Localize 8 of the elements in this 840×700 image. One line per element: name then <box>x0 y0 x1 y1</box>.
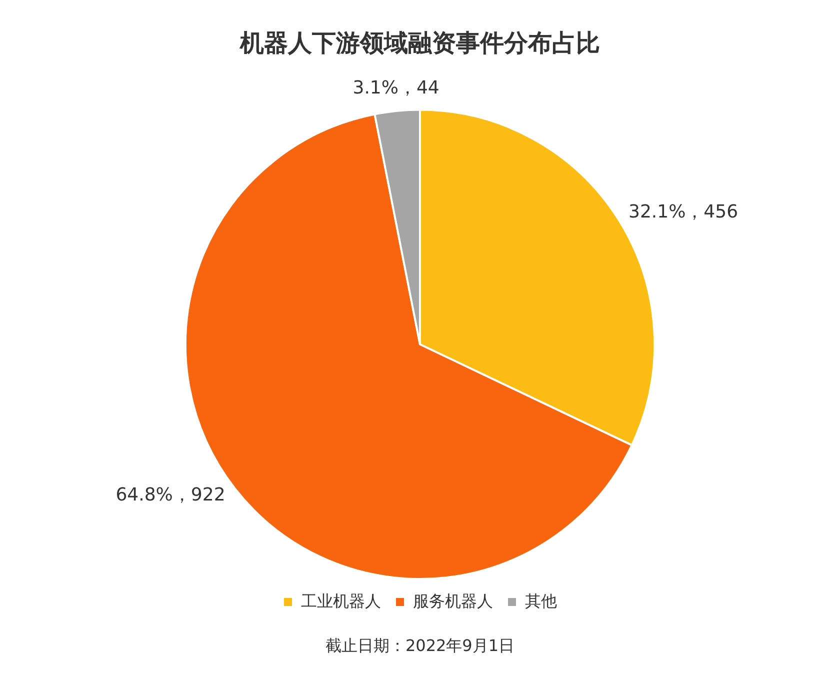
chart-title: 机器人下游领域融资事件分布占比 <box>239 30 600 58</box>
legend-label: 服务机器人 <box>413 592 493 610</box>
data-label: 32.1%，456 <box>628 201 738 222</box>
data-label: 64.8%，922 <box>116 484 226 506</box>
legend-label: 其他 <box>525 592 557 610</box>
data-label: 3.1%，44 <box>352 78 440 99</box>
text: 截止日期：2022年9月1日 <box>324 636 516 657</box>
legend-label: 工业机器人 <box>301 592 381 610</box>
